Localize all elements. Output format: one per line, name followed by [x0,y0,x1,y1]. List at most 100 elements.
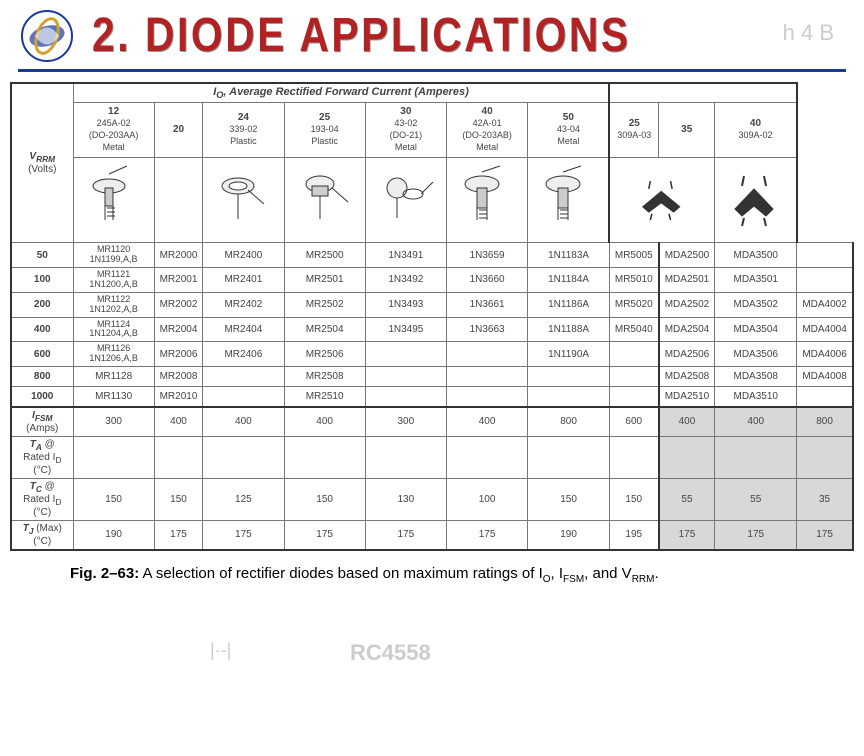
part-cell: 1N3493 [365,292,446,317]
ta-cell [284,436,365,478]
ifsm-label: IFSM(Amps) [11,407,73,437]
part-cell [365,342,446,367]
part-cell: MDA3501 [715,267,797,292]
col-current: 25309A-03 [609,103,658,158]
ta-cell [203,436,284,478]
diode-table: VRRM(Volts) IO, Average Rectified Forwar… [10,82,854,551]
ta-cell [797,436,853,478]
ifsm-cell: 800 [797,407,853,437]
ta-cell [154,436,203,478]
part-cell: MR2006 [154,342,203,367]
tj-row: TJ (Max)(°C) 190175175175175175190195 17… [11,520,853,550]
part-cell [203,367,284,387]
part-cell: MDA3502 [715,292,797,317]
part-cell: 1N3661 [446,292,527,317]
tc-cell: 55 [715,478,797,520]
part-cell: MDA2506 [659,342,715,367]
part-cell: MDA3504 [715,317,797,342]
col-current: 35 [659,103,715,158]
tj-cell: 175 [284,520,365,550]
tj-cell: 175 [365,520,446,550]
current-header-row: 12245A-02 (DO-203AA) Metal 20 24339-02 P… [11,103,853,158]
tc-cell: 150 [154,478,203,520]
part-cell: 1N1188A [528,317,610,342]
part-cell: 1N3660 [446,267,527,292]
ta-cell [609,436,658,478]
header-rule [18,69,846,72]
part-cell [797,267,853,292]
part-cell [446,387,527,407]
col-current: 4042A-01 (DO-203AB) Metal [446,103,527,158]
part-cell: MDA2508 [659,367,715,387]
ifsm-cell: 300 [73,407,154,437]
part-cell: MDA2500 [659,243,715,268]
page-title: 2. DIODE APPLICATIONS [92,8,631,63]
ifsm-cell: 400 [203,407,284,437]
part-cell: MDA3500 [715,243,797,268]
part-cell: MDA4006 [797,342,853,367]
part-cell: 1N1186A [528,292,610,317]
table-row: 50 MR1120 1N1199,A,B MR2000 MR2400 MR250… [11,243,853,268]
part-cell [446,342,527,367]
table-row: 1000 MR1130 MR2010MR2510 MDA2510MDA3510 [11,387,853,407]
part-cell: 1N3495 [365,317,446,342]
vrrm-label: VRRM(Volts) [28,151,56,175]
tc-cell: 150 [528,478,610,520]
ta-cell [659,436,715,478]
tc-cell: 35 [797,478,853,520]
ta-cell [446,436,527,478]
ta-cell [528,436,610,478]
tc-cell: 150 [284,478,365,520]
ifsm-cell: 600 [609,407,658,437]
part-cell: MDA4008 [797,367,853,387]
part-cell: MR2002 [154,292,203,317]
part-cell [528,367,610,387]
tc-cell: 125 [203,478,284,520]
tj-cell: 195 [609,520,658,550]
part-cell: MR2506 [284,342,365,367]
part-cell: MDA2504 [659,317,715,342]
pkg-image [446,158,527,243]
table-row: 200 MR1122 1N1202,A,B MR2002MR2402MR2502… [11,292,853,317]
part-cell [203,387,284,407]
part-cell: MR2504 [284,317,365,342]
part-cell: MR5010 [609,267,658,292]
pkg-image [73,158,154,243]
tc-cell: 150 [73,478,154,520]
part-cell: 1N3659 [446,243,527,268]
right-block-spacer [609,83,796,103]
part-cell: 1N1183A [528,243,610,268]
tc-row: TC @ Rated ID(°C) 1501501251501301001501… [11,478,853,520]
ifsm-cell: 800 [528,407,610,437]
part-cell: MR1121 1N1200,A,B [73,267,154,292]
part-cell: MR2510 [284,387,365,407]
part-cell: 1N3491 [365,243,446,268]
pkg-image [715,158,797,243]
part-cell: 1N1184A [528,267,610,292]
tc-cell: 55 [659,478,715,520]
pkg-image [365,158,446,243]
part-cell: MR1126 1N1206,A,B [73,342,154,367]
part-cell: 1N1190A [528,342,610,367]
pkg-image [528,158,610,243]
tj-cell: 175 [203,520,284,550]
part-cell: MR2402 [203,292,284,317]
part-cell: MDA3508 [715,367,797,387]
tc-cell: 100 [446,478,527,520]
ifsm-cell: 400 [659,407,715,437]
part-cell: MR2000 [154,243,203,268]
part-cell: 1N3663 [446,317,527,342]
ta-cell [73,436,154,478]
col-current: 3043-02 (DO-21) Metal [365,103,446,158]
ifsm-row: IFSM(Amps) 300400400400300400800600 4004… [11,407,853,437]
part-cell: MDA4004 [797,317,853,342]
pkg-image [609,158,714,243]
io-header: IO, Average Rectified Forward Current (A… [73,83,609,103]
part-cell: MR5020 [609,292,658,317]
tc-label: TC @ Rated ID(°C) [11,478,73,520]
ifsm-cell: 300 [365,407,446,437]
part-cell: MR2400 [203,243,284,268]
part-cell: MR5040 [609,317,658,342]
pkg-image [203,158,284,243]
part-cell [446,367,527,387]
